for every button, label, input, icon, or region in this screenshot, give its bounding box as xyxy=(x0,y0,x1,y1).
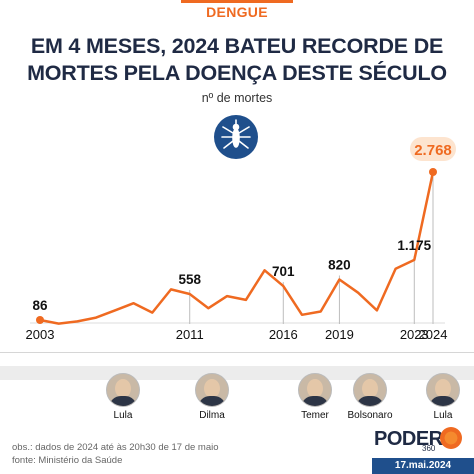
x-tick-label: 2016 xyxy=(269,327,298,342)
avatar xyxy=(298,373,332,407)
value-label: 701 xyxy=(272,264,295,279)
highlight-badge xyxy=(410,137,456,161)
value-label: 820 xyxy=(328,257,351,272)
value-label: 86 xyxy=(32,298,48,313)
president-name: Bolsonaro xyxy=(347,410,393,421)
president-dilma: Dilma xyxy=(177,373,247,421)
footnote-source: fonte: Ministério da Saúde xyxy=(12,455,123,466)
president-name: Dilma xyxy=(199,410,225,421)
president-name: Lula xyxy=(113,410,133,421)
x-tick-label: 2024 xyxy=(419,327,448,342)
page-title: EM 4 MESES, 2024 BATEU RECORDE DE MORTES… xyxy=(0,33,474,87)
president-bolsonaro: Bolsonaro xyxy=(335,373,405,421)
avatar xyxy=(106,373,140,407)
president-lula-1: Lula xyxy=(88,373,158,421)
data-point xyxy=(36,316,44,324)
x-tick-label: 2019 xyxy=(325,327,354,342)
section-tag: DENGUE xyxy=(206,4,268,20)
x-tick-label: 2003 xyxy=(26,327,55,342)
president-name: Temer xyxy=(301,410,329,421)
president-name: Lula xyxy=(433,410,453,421)
president-temer: Temer xyxy=(280,373,350,421)
mosquito-icon xyxy=(214,115,258,159)
data-point xyxy=(429,168,437,176)
chart-subtitle: nº de mortes xyxy=(201,91,273,105)
chart-divider xyxy=(0,352,474,353)
x-tick-label: 2023 xyxy=(400,327,429,342)
avatar xyxy=(195,373,229,407)
title-line-2: MORTES PELA DOENÇA DESTE SÉCULO xyxy=(27,61,447,85)
president-lula-2: Lula xyxy=(408,373,474,421)
publish-date: 17.mai.2024 xyxy=(372,458,474,474)
header-accent-line xyxy=(181,0,293,3)
value-label-highlight: 2.768 xyxy=(414,142,452,159)
value-label: 558 xyxy=(178,272,201,287)
series-line xyxy=(39,171,435,325)
title-line-1: EM 4 MESES, 2024 BATEU RECORDE DE xyxy=(30,34,444,58)
avatar xyxy=(426,373,460,407)
brand-sun-icon xyxy=(440,427,462,449)
avatar xyxy=(353,373,387,407)
value-label: 1.175 xyxy=(397,238,431,253)
brand-logo: PODER xyxy=(374,428,443,450)
footnote-obs: obs.: dados de 2024 até às 20h30 de 17 d… xyxy=(12,442,219,453)
x-tick-label: 2011 xyxy=(176,327,204,342)
brand-sub: 360 xyxy=(422,444,436,453)
